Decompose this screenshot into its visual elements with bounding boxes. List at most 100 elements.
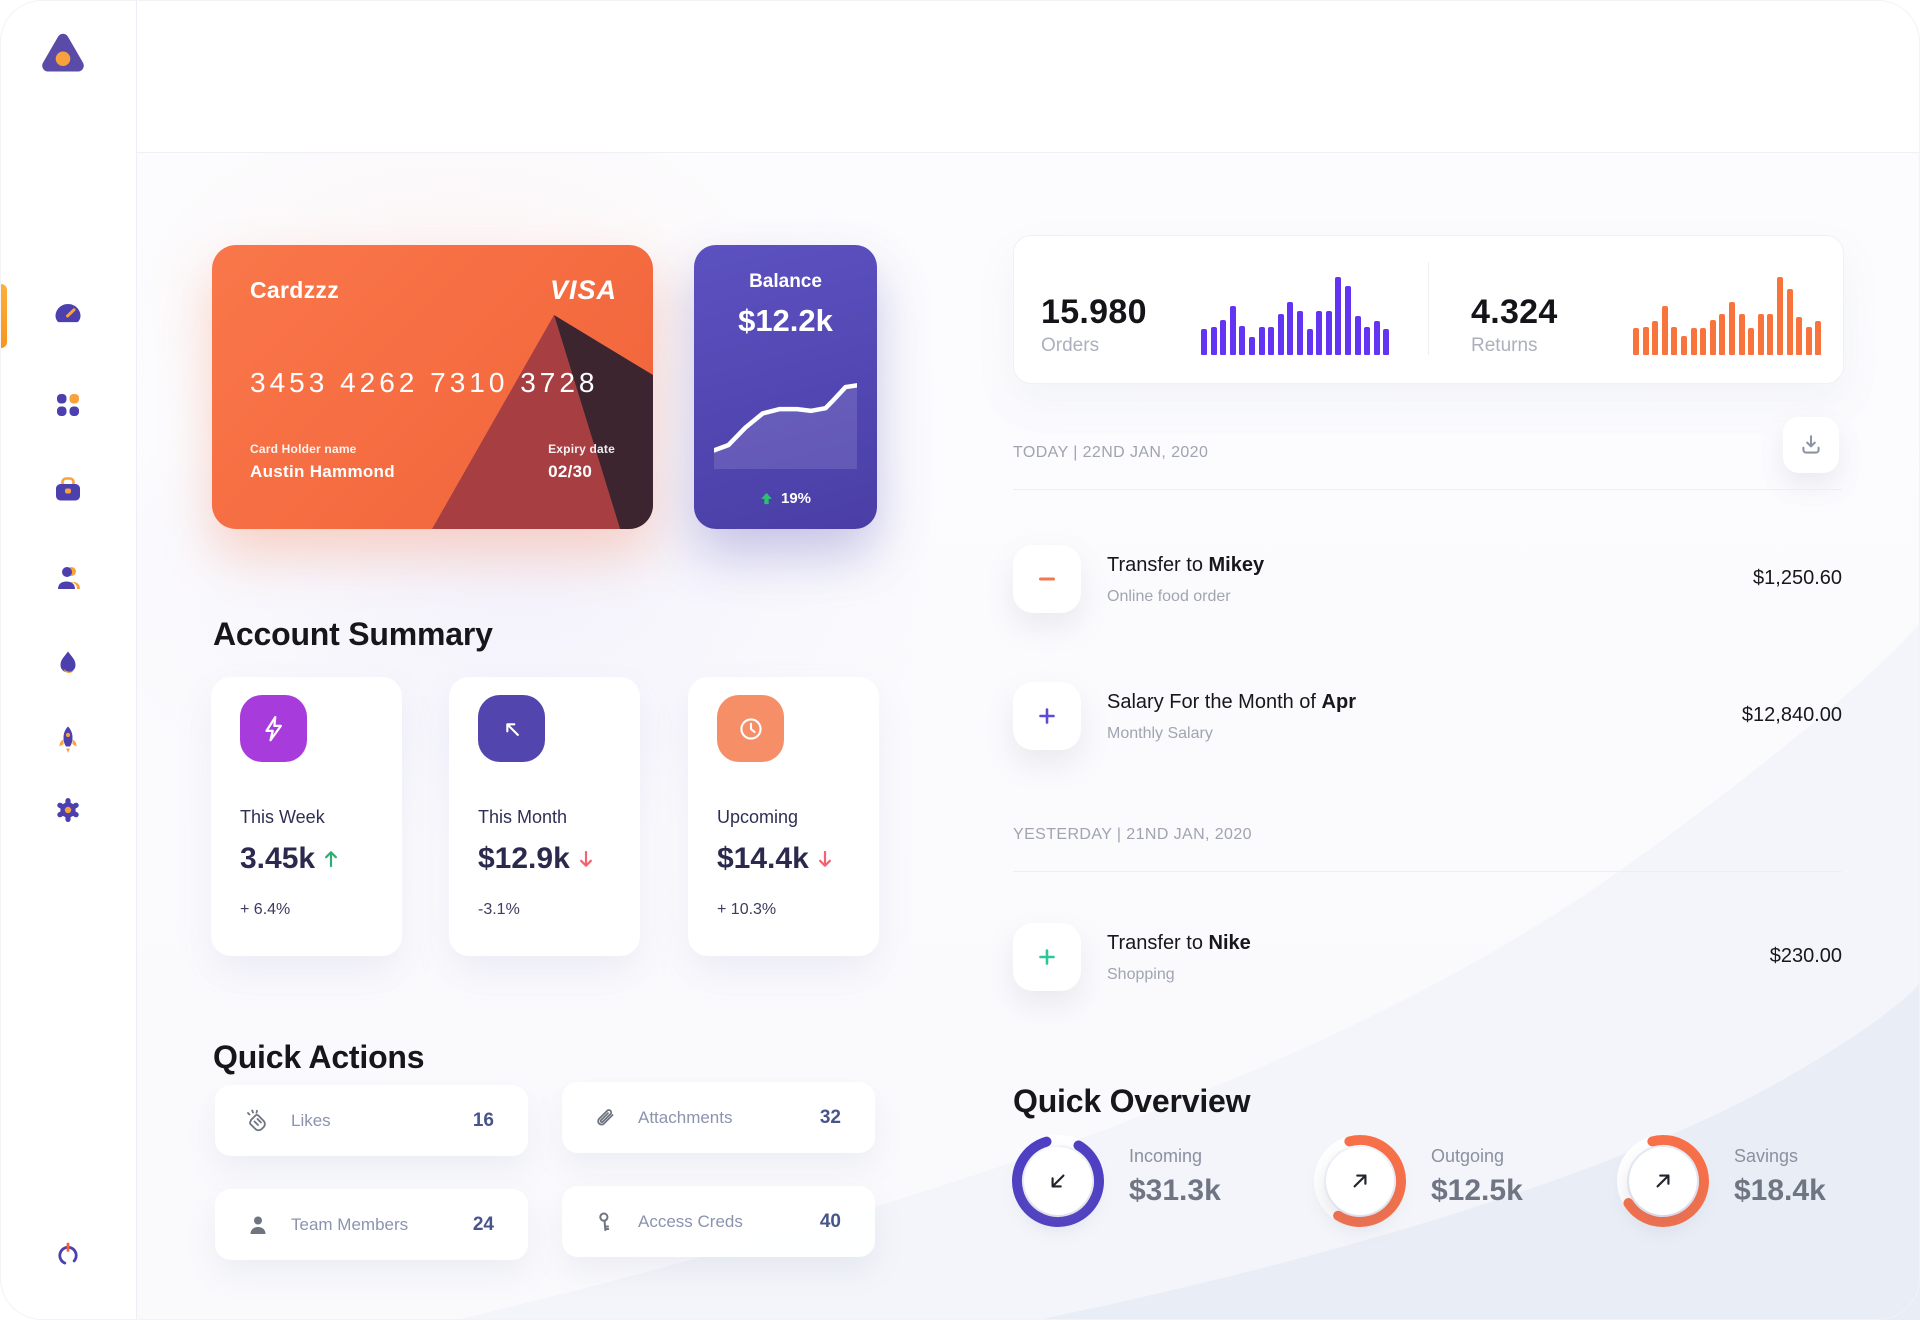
arrow-up-left-icon <box>478 695 545 762</box>
summary-value: 3.45k <box>240 842 316 875</box>
gear-icon <box>57 798 79 822</box>
briefcase-icon <box>56 477 80 501</box>
quick-action-attachments[interactable]: Attachments 32 <box>562 1082 875 1153</box>
summary-label: This Month <box>478 807 568 827</box>
outgoing-ring-chart <box>1314 1135 1406 1227</box>
balance-value: $12.2k <box>738 303 833 338</box>
summary-card-this-month: This Month $12.9k -3.1% <box>449 677 640 956</box>
summary-label: Upcoming <box>717 807 799 827</box>
transaction-amount: $12,840.00 <box>1741 704 1842 726</box>
sidebar-item-work[interactable] <box>0 458 136 522</box>
trend-down-icon <box>818 850 831 867</box>
lightning-icon <box>240 695 307 762</box>
transaction-amount: $230.00 <box>1769 945 1842 967</box>
download-icon <box>1802 435 1820 454</box>
trend-up-icon <box>325 851 338 868</box>
quick-action-count: 16 <box>472 1109 494 1131</box>
app-logo[interactable] <box>37 28 89 78</box>
balance-label: Balance <box>749 271 822 292</box>
clap-icon <box>245 1108 271 1134</box>
card-holder-label: Card Holder name <box>250 442 357 456</box>
quick-action-label: Likes <box>291 1110 331 1130</box>
transaction-subtitle: Monthly Salary <box>1107 725 1213 742</box>
triangle-logo-icon <box>42 33 84 72</box>
card-name: Cardzzz <box>250 277 340 303</box>
arrow-down-left-icon <box>1051 1174 1065 1188</box>
card-number: 3453 4262 7310 3728 <box>250 367 599 398</box>
stats-divider <box>1428 262 1429 355</box>
overview-label: Incoming <box>1129 1146 1203 1166</box>
quick-action-count: 24 <box>472 1213 494 1235</box>
transaction-row-nike[interactable]: Transfer to Nike Shopping $230.00 <box>1013 923 1842 991</box>
transaction-subtitle: Online food order <box>1107 588 1231 605</box>
transaction-row-mikey[interactable]: Transfer to Mikey Online food order $1,2… <box>1013 545 1842 613</box>
sidebar-item-apps[interactable] <box>0 372 136 436</box>
quick-action-label: Team Members <box>291 1214 409 1234</box>
quick-action-count: 32 <box>819 1106 841 1128</box>
plus-icon <box>1039 708 1055 724</box>
apps-grid-icon <box>57 394 79 416</box>
arrow-up-right-icon <box>1656 1174 1670 1188</box>
summary-card-upcoming: Upcoming $14.4k + 10.3% <box>688 677 879 956</box>
sidebar-active-indicator <box>0 284 7 348</box>
background-wave-shapes <box>457 623 1920 1320</box>
rocket-icon <box>59 726 77 753</box>
quick-action-label: Attachments <box>638 1107 733 1127</box>
sidebar-item-dashboard[interactable] <box>0 284 136 348</box>
sidebar-logout[interactable] <box>0 1222 136 1286</box>
speedometer-dashboard-icon <box>55 304 81 323</box>
sidebar-item-settings[interactable] <box>0 778 136 842</box>
sidebar-item-team[interactable] <box>0 546 136 610</box>
card-triangle-decor <box>432 315 653 529</box>
summary-change: + 6.4% <box>240 901 291 918</box>
transaction-amount: $1,250.60 <box>1753 567 1842 589</box>
trend-down-icon <box>579 850 592 867</box>
quick-action-likes[interactable]: Likes 16 <box>215 1085 528 1156</box>
orders-label: Orders <box>1041 335 1100 356</box>
overview-incoming: Incoming $31.3k <box>1011 1134 1311 1254</box>
minus-icon <box>1039 577 1055 581</box>
returns-bar-chart <box>1633 275 1825 355</box>
orders-bar-chart <box>1201 275 1393 355</box>
transaction-row-salary[interactable]: Salary For the Month of Apr Monthly Sala… <box>1013 682 1842 750</box>
paperclip-icon <box>592 1105 618 1131</box>
card-expiry-value: 02/30 <box>548 462 593 481</box>
clock-icon <box>717 695 784 762</box>
orders-returns-panel: 15.980 Orders 4.324 Returns <box>1013 235 1844 384</box>
overview-savings: Savings $18.4k <box>1616 1134 1916 1254</box>
plus-icon <box>1039 949 1055 965</box>
quick-action-label: Access Creds <box>638 1211 743 1231</box>
balance-change: 19% <box>780 490 812 507</box>
quick-action-team-members[interactable]: Team Members 24 <box>215 1189 528 1260</box>
overview-label: Savings <box>1734 1146 1799 1166</box>
quick-actions-title: Quick Actions <box>213 1038 425 1075</box>
sidebar-item-activity[interactable] <box>0 632 136 696</box>
returns-value: 4.324 <box>1471 293 1558 331</box>
balance-card: Balance $12.2k 19% <box>694 245 877 529</box>
divider <box>1013 871 1842 872</box>
power-icon <box>58 1242 78 1266</box>
summary-card-this-week: This Week 3.45k + 6.4% <box>211 677 402 956</box>
sidebar-item-launch[interactable] <box>0 708 136 772</box>
quick-action-count: 40 <box>819 1210 841 1232</box>
summary-change: -3.1% <box>478 901 520 918</box>
transactions-group-header-yesterday: YESTERDAY | 21ND JAN, 2020 <box>1013 826 1252 843</box>
quick-overview-title: Quick Overview <box>1013 1082 1251 1119</box>
card-expiry-label: Expiry date <box>548 442 615 456</box>
returns-label: Returns <box>1471 335 1538 356</box>
person-icon <box>245 1212 271 1238</box>
transactions-group-header-today: TODAY | 22ND JAN, 2020 <box>1013 444 1209 461</box>
divider <box>1013 489 1842 490</box>
team-member-icon <box>58 567 80 589</box>
summary-change: + 10.3% <box>717 901 777 918</box>
download-button[interactable] <box>1783 417 1839 473</box>
key-icon <box>592 1209 618 1235</box>
quick-action-access-creds[interactable]: Access Creds 40 <box>562 1186 875 1257</box>
summary-value: $14.4k <box>717 842 809 875</box>
overview-value: $18.4k <box>1734 1174 1826 1207</box>
flame-icon <box>60 651 76 673</box>
balance-sparkline <box>714 383 857 469</box>
visa-logo: VISA <box>549 275 617 305</box>
arrow-up-green-icon <box>761 492 772 505</box>
